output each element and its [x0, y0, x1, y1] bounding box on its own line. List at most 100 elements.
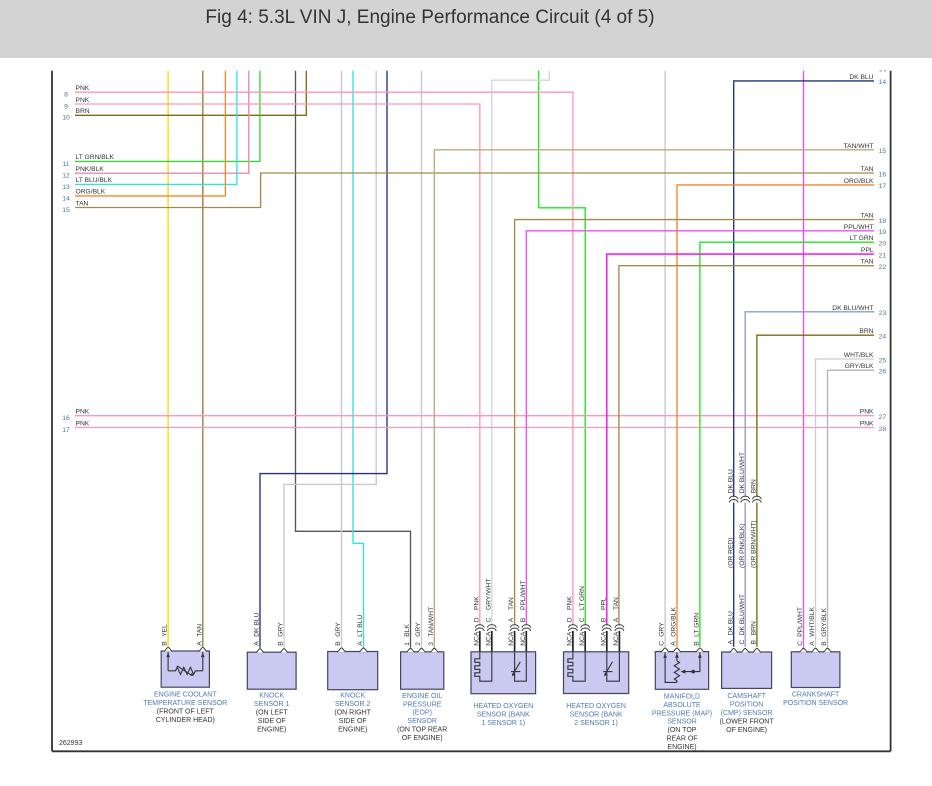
svg-text:CAMSHAFT: CAMSHAFT	[727, 693, 766, 700]
svg-text:PNK: PNK	[76, 420, 90, 427]
svg-text:3: 3	[428, 642, 435, 646]
svg-text:SIDE OF: SIDE OF	[339, 718, 367, 725]
svg-text:B: B	[520, 617, 527, 622]
svg-text:(FRONT OF LEFT: (FRONT OF LEFT	[157, 709, 215, 716]
svg-text:A: A	[196, 641, 203, 646]
svg-text:12: 12	[62, 173, 70, 180]
svg-text:DK BLU/WHT: DK BLU/WHT	[739, 594, 746, 635]
svg-text:14: 14	[879, 79, 887, 86]
svg-text:LT BLU/BLK: LT BLU/BLK	[76, 177, 113, 184]
svg-text:NCA: NCA	[520, 631, 527, 646]
svg-text:NCA: NCA	[485, 631, 492, 646]
svg-text:TAN: TAN	[613, 597, 620, 610]
svg-text:NCA: NCA	[613, 631, 620, 646]
svg-text:LT GRN: LT GRN	[850, 235, 874, 242]
svg-text:17: 17	[879, 183, 887, 190]
svg-text:PNK/BLK: PNK/BLK	[76, 166, 105, 173]
svg-text:A: A	[357, 641, 364, 646]
svg-text:POSITION SENSOR: POSITION SENSOR	[783, 700, 848, 707]
svg-text:BRN: BRN	[751, 621, 758, 635]
svg-text:ORG/BLK: ORG/BLK	[76, 189, 106, 196]
svg-text:262993: 262993	[59, 740, 82, 747]
svg-text:(ON TOP REAR: (ON TOP REAR	[397, 727, 447, 734]
svg-text:TAN: TAN	[196, 624, 203, 637]
svg-text:B: B	[278, 641, 285, 646]
svg-text:26: 26	[879, 369, 887, 376]
svg-text:GRY: GRY	[659, 622, 666, 637]
svg-text:16: 16	[879, 171, 887, 178]
svg-text:ENGINE): ENGINE)	[257, 726, 286, 733]
svg-text:SENSOR (BANK: SENSOR (BANK	[477, 712, 530, 719]
svg-text:PNK: PNK	[76, 85, 90, 92]
svg-text:Fig 4: 5.3L VIN J, Engine Perf: Fig 4: 5.3L VIN J, Engine Performance Ci…	[205, 7, 654, 28]
svg-text:9: 9	[64, 103, 68, 110]
svg-text:(OR RED): (OR RED)	[727, 538, 734, 568]
svg-text:CRANKSHAFT: CRANKSHAFT	[792, 692, 840, 699]
svg-text:NCA: NCA	[508, 631, 515, 646]
svg-text:TAN: TAN	[861, 166, 874, 173]
svg-text:DK BLU: DK BLU	[254, 612, 261, 636]
svg-text:TAN: TAN	[861, 259, 874, 266]
svg-text:GRY/BLK: GRY/BLK	[821, 607, 828, 636]
svg-text:ABSOLUTE: ABSOLUTE	[663, 702, 701, 709]
svg-text:GRY/BLK: GRY/BLK	[845, 363, 874, 370]
svg-text:BLK: BLK	[404, 624, 411, 637]
svg-text:NCA: NCA	[579, 631, 586, 646]
svg-text:A: A	[508, 617, 515, 622]
svg-text:DK BLU/WHT: DK BLU/WHT	[739, 452, 746, 493]
svg-text:B: B	[335, 641, 342, 646]
svg-text:KNOCK: KNOCK	[259, 693, 284, 700]
svg-text:C: C	[797, 641, 804, 646]
svg-text:B: B	[694, 641, 701, 646]
svg-text:PPL/WHT: PPL/WHT	[797, 607, 804, 637]
svg-text:16: 16	[62, 415, 70, 422]
svg-text:DK BLU: DK BLU	[727, 469, 734, 493]
svg-text:19: 19	[879, 229, 887, 236]
svg-text:PNK: PNK	[860, 421, 874, 428]
svg-text:A: A	[809, 641, 816, 646]
svg-text:BRN: BRN	[76, 108, 90, 115]
svg-text:KNOCK: KNOCK	[340, 693, 365, 700]
svg-text:LT BLU: LT BLU	[357, 615, 364, 637]
svg-text:D: D	[473, 617, 480, 622]
svg-text:10: 10	[62, 115, 70, 122]
svg-text:OF ENGINE): OF ENGINE)	[402, 735, 443, 742]
svg-text:PPL/WHT: PPL/WHT	[844, 224, 874, 231]
svg-text:B: B	[600, 617, 607, 622]
svg-text:15: 15	[879, 148, 887, 155]
svg-text:DK BLU/WHT: DK BLU/WHT	[832, 305, 873, 312]
svg-text:1: 1	[404, 642, 411, 646]
svg-text:C: C	[739, 640, 746, 645]
svg-text:21: 21	[879, 252, 887, 259]
svg-text:LT GRN: LT GRN	[694, 613, 701, 637]
svg-text:WHT/BLK: WHT/BLK	[809, 607, 816, 637]
svg-text:BRN: BRN	[859, 328, 873, 335]
svg-text:PNK: PNK	[76, 97, 90, 104]
svg-text:CYLINDER HEAD): CYLINDER HEAD)	[156, 717, 215, 724]
svg-text:28: 28	[879, 426, 887, 433]
svg-text:TAN: TAN	[76, 200, 89, 207]
svg-text:NCA: NCA	[567, 631, 574, 646]
svg-text:22: 22	[879, 264, 887, 271]
svg-text:B: B	[821, 641, 828, 646]
svg-text:11: 11	[62, 161, 69, 168]
svg-text:NCA: NCA	[473, 631, 480, 646]
svg-text:SENSOR 1: SENSOR 1	[254, 701, 290, 708]
svg-text:2: 2	[415, 642, 422, 646]
svg-text:SENSOR: SENSOR	[407, 718, 437, 725]
svg-text:(OR PNK/BLK): (OR PNK/BLK)	[739, 523, 746, 568]
svg-text:18: 18	[879, 218, 887, 225]
svg-text:D: D	[567, 617, 574, 622]
svg-text:DK BLU: DK BLU	[849, 74, 873, 81]
svg-text:20: 20	[879, 241, 887, 248]
svg-text:TAN: TAN	[861, 213, 874, 220]
svg-text:TAN/WHT: TAN/WHT	[844, 143, 874, 150]
svg-text:PRESSURE (MAP): PRESSURE (MAP)	[652, 710, 712, 717]
svg-text:HEATED OXYGEN: HEATED OXYGEN	[473, 703, 533, 710]
svg-text:GRY: GRY	[415, 622, 422, 637]
svg-text:GRY: GRY	[335, 622, 342, 637]
svg-text:DK BLU: DK BLU	[727, 611, 734, 635]
svg-text:TEMPERATURE SENSOR: TEMPERATURE SENSOR	[143, 700, 227, 707]
svg-text:REAR OF: REAR OF	[666, 736, 697, 743]
svg-text:ENGINE): ENGINE)	[338, 726, 367, 733]
